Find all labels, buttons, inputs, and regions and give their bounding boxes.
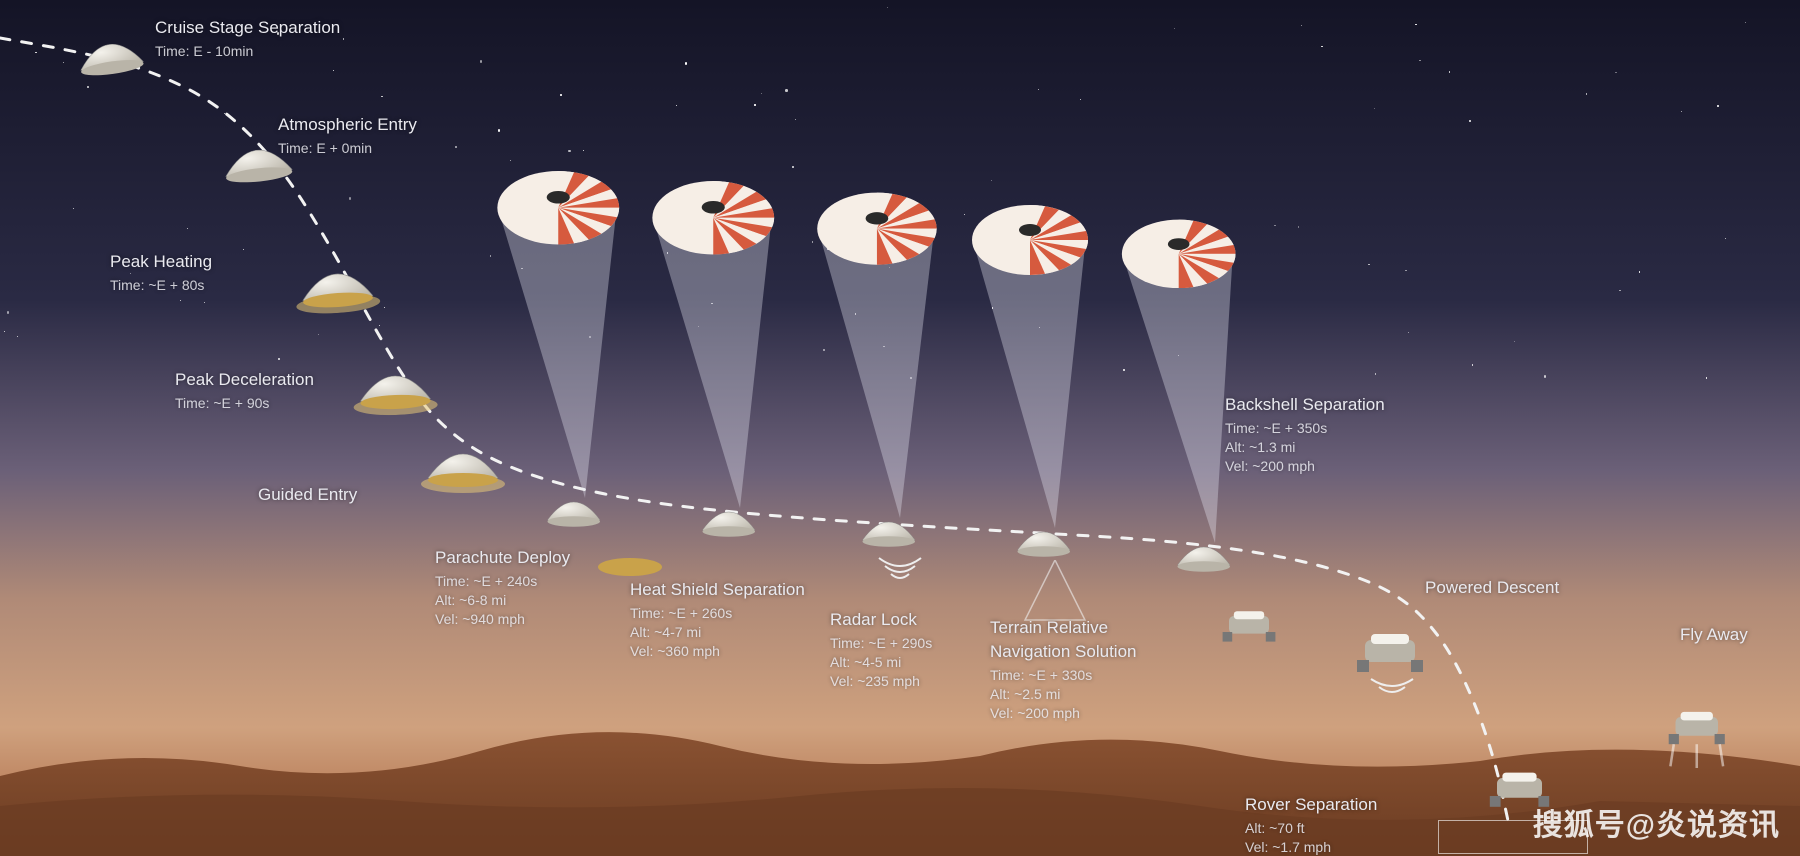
stage-detail: Alt: ~4-5 mi bbox=[830, 653, 932, 672]
label-peak-heating: Peak Heating Time: ~E + 80s bbox=[110, 252, 212, 295]
stage-detail: Time: ~E + 80s bbox=[110, 276, 212, 295]
stage-title: Heat Shield Separation bbox=[630, 580, 805, 600]
stage-detail: Time: E + 0min bbox=[278, 139, 417, 158]
stage-title: Cruise Stage Separation bbox=[155, 18, 340, 38]
label-guided-entry: Guided Entry bbox=[258, 485, 357, 509]
label-backshell-separation: Backshell Separation Time: ~E + 350sAlt: … bbox=[1225, 395, 1385, 476]
label-radar-lock: Radar Lock Time: ~E + 290sAlt: ~4-5 miVel… bbox=[830, 610, 932, 691]
stage-title: Terrain Relative bbox=[990, 618, 1136, 638]
stage-detail: Alt: ~4-7 mi bbox=[630, 623, 805, 642]
stage-title: Guided Entry bbox=[258, 485, 357, 505]
stage-title: Atmospheric Entry bbox=[278, 115, 417, 135]
stage-detail: Time: ~E + 90s bbox=[175, 394, 314, 413]
stage-title: Backshell Separation bbox=[1225, 395, 1385, 415]
label-atmospheric-entry: Atmospheric Entry Time: E + 0min bbox=[278, 115, 417, 158]
stage-detail: Time: ~E + 260s bbox=[630, 604, 805, 623]
stage-title: Peak Deceleration bbox=[175, 370, 314, 390]
stage-title: Radar Lock bbox=[830, 610, 932, 630]
label-parachute-deploy: Parachute Deploy Time: ~E + 240sAlt: ~6-8… bbox=[435, 548, 570, 629]
stage-title: Navigation Solution bbox=[990, 642, 1136, 662]
label-cruise-stage-separation: Cruise Stage Separation Time: E - 10min bbox=[155, 18, 340, 61]
watermark-text: 搜狐号@炎说资讯 bbox=[1533, 800, 1780, 844]
stage-detail: Alt: ~70 ft bbox=[1245, 819, 1377, 838]
label-peak-deceleration: Peak Deceleration Time: ~E + 90s bbox=[175, 370, 314, 413]
label-heat-shield-separation: Heat Shield Separation Time: ~E + 260sAlt… bbox=[630, 580, 805, 661]
stage-title: Peak Heating bbox=[110, 252, 212, 272]
stage-detail: Vel: ~360 mph bbox=[630, 642, 805, 661]
stage-detail: Time: ~E + 240s bbox=[435, 572, 570, 591]
stage-title: Rover Separation bbox=[1245, 795, 1377, 815]
stage-detail: Alt: ~2.5 mi bbox=[990, 685, 1136, 704]
label-terrain-relative-navigation: Terrain Relative Navigation Solution Time:… bbox=[990, 618, 1136, 723]
label-rover-separation: Rover Separation Alt: ~70 ftVel: ~1.7 mph bbox=[1245, 795, 1377, 856]
stage-detail: Vel: ~940 mph bbox=[435, 610, 570, 629]
stage-detail: Time: E - 10min bbox=[155, 42, 340, 61]
edl-infographic: Cruise Stage Separation Time: E - 10min At… bbox=[0, 0, 1800, 856]
stage-detail: Time: ~E + 330s bbox=[990, 666, 1136, 685]
stage-detail: Alt: ~6-8 mi bbox=[435, 591, 570, 610]
stage-detail: Time: ~E + 350s bbox=[1225, 419, 1385, 438]
stage-title: Powered Descent bbox=[1425, 578, 1559, 598]
stage-detail: Time: ~E + 290s bbox=[830, 634, 932, 653]
label-powered-descent: Powered Descent bbox=[1425, 578, 1559, 602]
stage-detail: Vel: ~200 mph bbox=[1225, 457, 1385, 476]
label-fly-away: Fly Away bbox=[1680, 625, 1748, 649]
stage-title: Fly Away bbox=[1680, 625, 1748, 645]
stage-title: Parachute Deploy bbox=[435, 548, 570, 568]
stage-detail: Vel: ~235 mph bbox=[830, 672, 932, 691]
stage-detail: Vel: ~1.7 mph bbox=[1245, 838, 1377, 856]
stage-detail: Alt: ~1.3 mi bbox=[1225, 438, 1385, 457]
stage-detail: Vel: ~200 mph bbox=[990, 704, 1136, 723]
